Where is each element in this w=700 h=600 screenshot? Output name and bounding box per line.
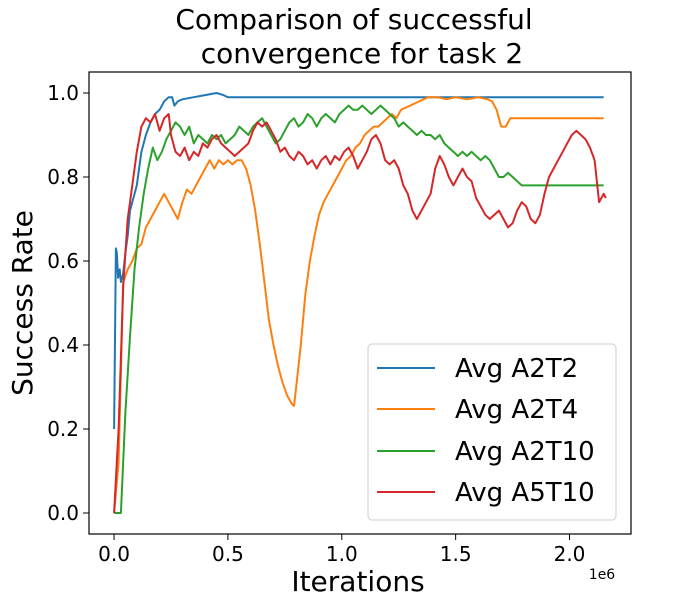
x-tick-label: 1.0 — [326, 542, 358, 566]
x-offset-label: 1e6 — [589, 567, 616, 583]
y-tick-label: 1.0 — [47, 81, 79, 105]
x-axis-label: Iterations — [291, 565, 424, 598]
series-line-avg-a2t10 — [114, 104, 604, 514]
x-tick-label: 0.5 — [212, 542, 244, 566]
y-tick-label: 0.0 — [47, 501, 79, 525]
series-line-avg-a5t10 — [113, 113, 607, 514]
y-tick-label: 0.4 — [47, 333, 79, 357]
legend: Avg A2T2 Avg A2T4 Avg A2T10 Avg A5T10 — [367, 343, 617, 521]
y-tick-label: 0.2 — [47, 417, 79, 441]
chart-title-line-1: Comparison of successful — [175, 3, 532, 36]
series-line-avg-a2t2 — [113, 92, 604, 430]
y-axis-label: Success Rate — [6, 210, 39, 396]
y-tick-label: 0.6 — [47, 249, 79, 273]
x-tick-label: 0.0 — [98, 542, 130, 566]
plot-frame — [88, 71, 632, 535]
legend-label-a2t10: Avg A2T10 — [455, 437, 595, 467]
series-lines — [113, 92, 607, 514]
chart-title-line-2: convergence for task 2 — [201, 37, 523, 70]
series-line-avg-a2t4 — [113, 96, 604, 514]
y-axis-ticks: 0.0 0.2 0.4 0.6 0.8 1.0 — [47, 81, 89, 525]
legend-label-a5t10: Avg A5T10 — [455, 478, 595, 508]
y-tick-label: 0.8 — [47, 165, 79, 189]
legend-label-a2t2: Avg A2T2 — [455, 354, 578, 384]
x-axis-ticks: 0.0 0.5 1.0 1.5 2.0 — [98, 534, 585, 566]
x-tick-label: 2.0 — [554, 542, 586, 566]
x-tick-label: 1.5 — [440, 542, 472, 566]
legend-label-a2t4: Avg A2T4 — [455, 395, 578, 425]
legend-box — [367, 343, 617, 521]
